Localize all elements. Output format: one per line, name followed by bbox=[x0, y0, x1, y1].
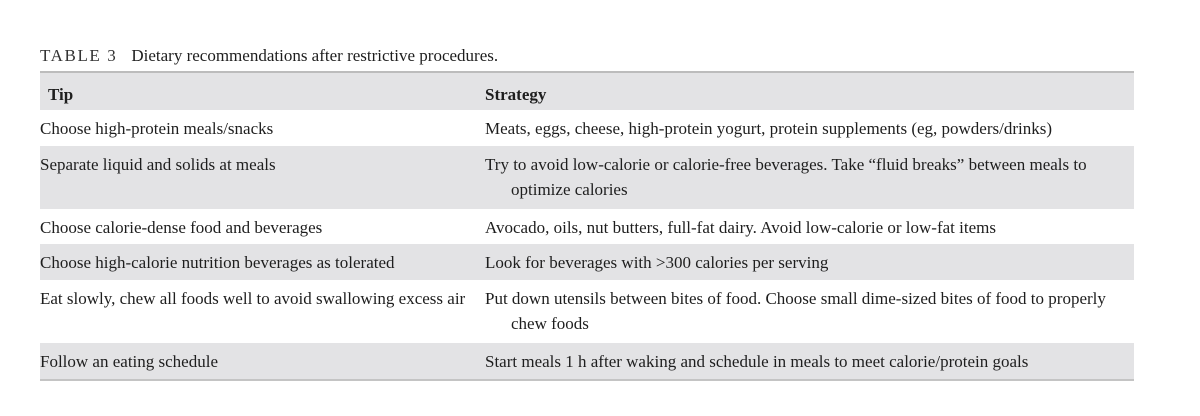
column-header-tip: Tip bbox=[48, 85, 74, 104]
table-row: Choose high-protein meals/snacks Meats, … bbox=[40, 110, 1134, 146]
table-row: Follow an eating schedule Start meals 1 … bbox=[40, 343, 1134, 379]
table-row: Choose high-calorie nutrition beverages … bbox=[40, 244, 1134, 280]
table-row: Separate liquid and solids at meals Try … bbox=[40, 146, 1134, 209]
table-title: Dietary recommendations after restrictiv… bbox=[131, 46, 499, 65]
table-number: TABLE 3 bbox=[40, 46, 118, 65]
tip-cell: Choose high-calorie nutrition beverages … bbox=[40, 253, 395, 272]
strategy-cell: Put down utensils between bites of food.… bbox=[485, 289, 1106, 333]
strategy-cell: Try to avoid low-calorie or calorie-free… bbox=[485, 155, 1087, 199]
strategy-cell: Avocado, oils, nut butters, full-fat dai… bbox=[485, 218, 996, 237]
table-header-row: Tip Strategy bbox=[40, 73, 1134, 110]
table-row: Choose calorie-dense food and beverages … bbox=[40, 209, 1134, 244]
table-row: Eat slowly, chew all foods well to avoid… bbox=[40, 280, 1134, 343]
table-caption: TABLE 3 Dietary recommendations after res… bbox=[40, 44, 498, 68]
strategy-cell: Meats, eggs, cheese, high-protein yogurt… bbox=[485, 119, 1053, 138]
dietary-recommendations-table: Tip Strategy Choose high-protein meals/s… bbox=[40, 71, 1134, 381]
tip-cell: Choose calorie-dense food and beverages bbox=[40, 218, 323, 237]
tip-cell: Eat slowly, chew all foods well to avoid… bbox=[40, 289, 466, 308]
strategy-cell: Look for beverages with >300 calories pe… bbox=[485, 253, 829, 272]
tip-cell: Choose high-protein meals/snacks bbox=[40, 119, 274, 138]
tip-cell: Separate liquid and solids at meals bbox=[40, 155, 276, 174]
column-header-strategy: Strategy bbox=[485, 85, 547, 104]
tip-cell: Follow an eating schedule bbox=[40, 352, 218, 371]
strategy-cell: Start meals 1 h after waking and schedul… bbox=[485, 352, 1029, 371]
